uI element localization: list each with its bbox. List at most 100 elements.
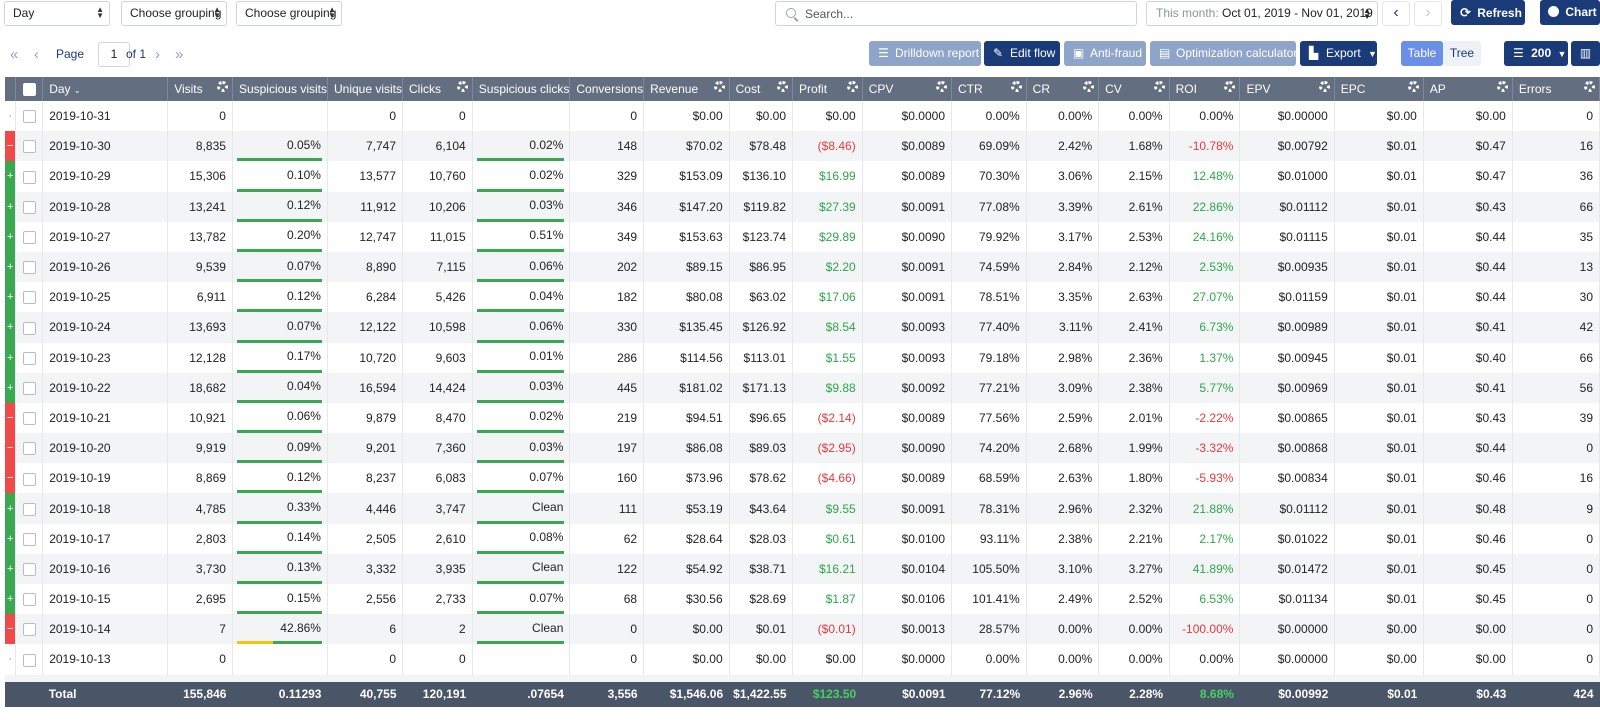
search-input[interactable] bbox=[805, 5, 1125, 22]
expand-plus-icon[interactable]: + bbox=[5, 523, 17, 554]
table-row[interactable]: +2019-10-22 18,682 0.04% 16,594 14,424 0.03% 4… bbox=[5, 372, 1600, 403]
header-conversions[interactable]: Conversions bbox=[569, 77, 645, 101]
expand-minus-icon[interactable]: − bbox=[5, 463, 17, 494]
table-row[interactable]: +2019-10-27 13,782 0.20% 12,747 11,015 0.51% 3… bbox=[5, 221, 1600, 252]
row-checkbox[interactable] bbox=[22, 351, 36, 365]
view-table-toggle[interactable]: Table bbox=[1401, 41, 1443, 66]
table-row[interactable]: +2019-10-28 13,241 0.12% 11,912 10,206 0.03% 3… bbox=[5, 191, 1600, 222]
dot-icon[interactable]: · bbox=[5, 644, 17, 675]
table-row[interactable]: −2019-10-30 8,835 0.05% 7,747 6,104 0.02% 148 $… bbox=[5, 131, 1600, 162]
first-page-icon[interactable]: « bbox=[10, 46, 19, 63]
header-revenue[interactable]: Revenue bbox=[643, 77, 730, 101]
row-checkbox[interactable] bbox=[22, 231, 36, 244]
table-row[interactable]: · 2019-10-13 0 0 0 0 $0.00 $0.00 $0.00 $0.0000 0.0… bbox=[5, 644, 1600, 675]
optimization-calculator-button[interactable]: ▤ Optimization calculator bbox=[1150, 41, 1297, 66]
expand-minus-icon[interactable]: − bbox=[5, 433, 17, 464]
table-row[interactable]: +2019-10-25 6,911 0.12% 6,284 5,426 0.04% 182 $… bbox=[5, 282, 1600, 313]
row-checkbox[interactable] bbox=[22, 502, 36, 516]
expand-plus-icon[interactable]: + bbox=[5, 493, 17, 524]
rows-per-page-select[interactable]: ☰ 200 ▼ bbox=[1504, 41, 1568, 66]
prev-page-icon[interactable]: ‹ bbox=[34, 46, 39, 63]
next-page-icon[interactable]: › bbox=[155, 46, 160, 63]
drilldown-report-button[interactable]: ☰ Drilldown report bbox=[869, 41, 981, 66]
gear-icon[interactable] bbox=[846, 81, 858, 92]
header-suspicious-visits[interactable]: Suspicious visits bbox=[232, 77, 328, 101]
expand-plus-icon[interactable]: + bbox=[5, 342, 17, 373]
header-errors[interactable]: Errors bbox=[1512, 77, 1600, 101]
expand-plus-icon[interactable]: + bbox=[5, 161, 17, 192]
select-all-checkbox[interactable] bbox=[22, 83, 36, 97]
gear-icon[interactable] bbox=[1153, 81, 1165, 92]
columns-button[interactable]: ▥ bbox=[1571, 41, 1600, 66]
gear-icon[interactable] bbox=[216, 81, 228, 92]
header-epc[interactable]: EPC bbox=[1334, 77, 1424, 101]
last-page-icon[interactable]: » bbox=[175, 46, 184, 63]
header-cr[interactable]: CR bbox=[1026, 77, 1100, 101]
row-checkbox[interactable] bbox=[22, 291, 36, 305]
gear-icon[interactable] bbox=[1010, 81, 1022, 92]
gear-icon[interactable] bbox=[1318, 81, 1330, 92]
header-clicks[interactable]: Clicks bbox=[402, 77, 473, 101]
header-cost[interactable]: Cost bbox=[729, 77, 794, 101]
gear-icon[interactable] bbox=[936, 81, 947, 92]
table-row[interactable]: +2019-10-29 15,306 0.10% 13,577 10,760 0.02% 3… bbox=[5, 161, 1600, 192]
header-epv[interactable]: EPV bbox=[1239, 77, 1335, 101]
expand-plus-icon[interactable]: + bbox=[5, 372, 17, 403]
gear-icon[interactable] bbox=[1407, 81, 1419, 92]
row-checkbox[interactable] bbox=[22, 653, 36, 667]
table-row[interactable]: +2019-10-26 9,539 0.07% 8,890 7,115 0.06% 202 $… bbox=[5, 251, 1600, 283]
date-range-picker[interactable]: This month: Oct 01, 2019 - Nov 01, 2019 … bbox=[1146, 1, 1378, 26]
expand-plus-icon[interactable]: + bbox=[5, 251, 17, 283]
row-checkbox[interactable] bbox=[22, 170, 36, 184]
header-profit[interactable]: Profit bbox=[792, 77, 863, 101]
row-checkbox[interactable] bbox=[22, 593, 36, 607]
refresh-button[interactable]: ⟳ Refresh bbox=[1451, 0, 1525, 25]
grouping-select-1[interactable]: Day ▲ ▼ bbox=[4, 1, 110, 26]
header-cv[interactable]: CV bbox=[1098, 77, 1170, 101]
header-roi[interactable]: ROI bbox=[1169, 77, 1241, 101]
row-checkbox[interactable] bbox=[22, 472, 36, 486]
view-tree-toggle[interactable]: Tree bbox=[1443, 41, 1481, 66]
row-checkbox[interactable] bbox=[22, 532, 36, 546]
expand-minus-icon[interactable]: − bbox=[5, 614, 17, 645]
table-row[interactable]: +2019-10-23 12,128 0.17% 10,720 9,603 0.01% 28… bbox=[5, 342, 1600, 373]
table-row[interactable]: +2019-10-16 3,730 0.13% 3,332 3,935 Clean 122 $… bbox=[5, 553, 1600, 584]
gear-icon[interactable] bbox=[713, 81, 725, 92]
table-row[interactable]: −2019-10-14 7 42.86% 6 2 Clean 0 $0.00 $0.01 ($0.… bbox=[5, 614, 1600, 645]
grouping-select-3[interactable]: Choose grouping ▲ ▼ bbox=[236, 1, 342, 26]
grouping-select-2[interactable]: Choose grouping ▲ ▼ bbox=[121, 1, 227, 26]
row-checkbox[interactable] bbox=[22, 442, 36, 456]
row-checkbox[interactable] bbox=[22, 261, 36, 275]
prev-period-button[interactable]: ‹ bbox=[1382, 1, 1410, 26]
dot-icon[interactable]: · bbox=[5, 101, 17, 132]
table-row[interactable]: +2019-10-24 13,693 0.07% 12,122 10,598 0.06% 3… bbox=[5, 312, 1600, 343]
header-select-all[interactable] bbox=[15, 77, 44, 101]
table-row[interactable]: −2019-10-20 9,919 0.09% 9,201 7,360 0.03% 197 $… bbox=[5, 433, 1600, 464]
header-cpv[interactable]: CPV bbox=[862, 77, 953, 101]
row-checkbox[interactable] bbox=[22, 140, 36, 154]
gear-icon[interactable] bbox=[1584, 81, 1595, 92]
row-checkbox[interactable] bbox=[22, 623, 36, 637]
edit-flow-button[interactable]: ✎ Edit flow bbox=[984, 41, 1060, 66]
header-ctr[interactable]: CTR bbox=[951, 77, 1027, 101]
anti-fraud-button[interactable]: ▣ Anti-fraud bbox=[1064, 41, 1146, 66]
expand-plus-icon[interactable]: + bbox=[5, 191, 17, 222]
table-row[interactable]: +2019-10-17 2,803 0.14% 2,505 2,610 0.08% 62 $2… bbox=[5, 523, 1600, 554]
row-checkbox[interactable] bbox=[22, 381, 36, 395]
export-button[interactable]: ▙ Export ▼ bbox=[1300, 41, 1377, 66]
row-checkbox[interactable] bbox=[22, 110, 36, 124]
expand-plus-icon[interactable]: + bbox=[5, 584, 17, 615]
expand-plus-icon[interactable]: + bbox=[5, 221, 17, 252]
row-checkbox[interactable] bbox=[22, 563, 36, 577]
gear-icon[interactable] bbox=[777, 81, 789, 92]
next-period-button[interactable]: › bbox=[1414, 1, 1442, 26]
table-row[interactable]: +2019-10-15 2,695 0.15% 2,556 2,733 0.07% 68 $3… bbox=[5, 584, 1600, 615]
expand-plus-icon[interactable]: + bbox=[5, 553, 17, 584]
expand-plus-icon[interactable]: + bbox=[5, 312, 17, 343]
expand-minus-icon[interactable]: − bbox=[5, 402, 17, 434]
table-row[interactable]: −2019-10-19 8,869 0.12% 8,237 6,083 0.07% 160 $… bbox=[5, 463, 1600, 494]
header-visits[interactable]: Visits bbox=[167, 77, 233, 101]
page-number-input[interactable]: 1 bbox=[98, 42, 130, 67]
chart-button[interactable]: Chart bbox=[1540, 0, 1600, 25]
expand-plus-icon[interactable]: + bbox=[5, 282, 17, 313]
